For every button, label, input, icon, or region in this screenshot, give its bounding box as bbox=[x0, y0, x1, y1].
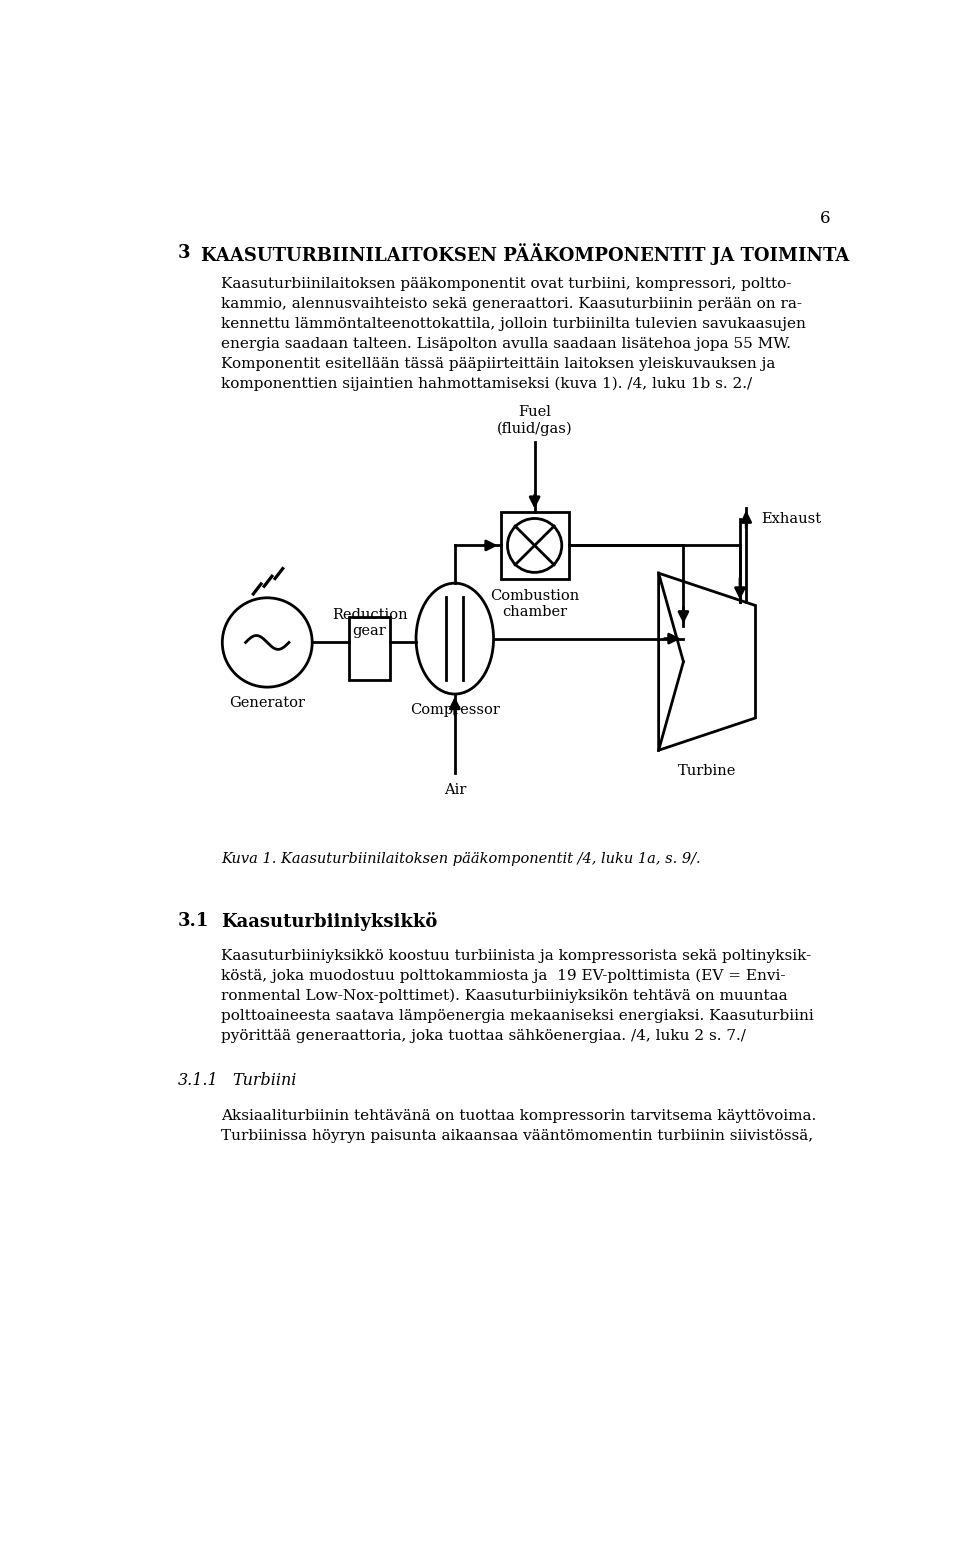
Text: Compressor: Compressor bbox=[410, 704, 500, 717]
Text: pyörittää generaattoria, joka tuottaa sähköenergiaa. /4, luku 2 s. 7./: pyörittää generaattoria, joka tuottaa sä… bbox=[221, 1029, 746, 1043]
Text: Kaasuturbiiniyksikkö koostuu turbiinista ja kompressorista sekä poltinyksik-: Kaasuturbiiniyksikkö koostuu turbiinista… bbox=[221, 949, 811, 963]
Bar bbox=[349, 618, 390, 681]
Text: polttoaineesta saatava lämpöenergia mekaaniseksi energiaksi. Kaasuturbiini: polttoaineesta saatava lämpöenergia meka… bbox=[221, 1008, 813, 1022]
Text: Air: Air bbox=[444, 782, 466, 797]
Text: 6: 6 bbox=[820, 210, 830, 227]
Text: Aksiaaliturbiinin tehtävänä on tuottaa kompressorin tarvitsema käyttövoima.: Aksiaaliturbiinin tehtävänä on tuottaa k… bbox=[221, 1109, 816, 1123]
Text: Turbine: Turbine bbox=[678, 764, 736, 778]
Text: komponenttien sijaintien hahmottamiseksi (kuva 1). /4, luku 1b s. 2./: komponenttien sijaintien hahmottamiseksi… bbox=[221, 376, 752, 390]
Bar bbox=[500, 511, 568, 579]
Text: Komponentit esitellään tässä pääpiirteittäin laitoksen yleiskuvauksen ja: Komponentit esitellään tässä pääpiirteit… bbox=[221, 358, 775, 370]
Text: 3.1.1: 3.1.1 bbox=[179, 1073, 219, 1090]
Text: energia saadaan talteen. Lisäpolton avulla saadaan lisätehoa jopa 55 MW.: energia saadaan talteen. Lisäpolton avul… bbox=[221, 337, 791, 351]
Text: Turbiini: Turbiini bbox=[232, 1073, 297, 1090]
Text: Kaasuturbiinilaitoksen pääkomponentit ovat turbiini, kompressori, poltto-: Kaasuturbiinilaitoksen pääkomponentit ov… bbox=[221, 276, 791, 290]
Text: 3.1: 3.1 bbox=[179, 913, 209, 930]
Text: Combustion
chamber: Combustion chamber bbox=[490, 588, 579, 619]
Text: 3: 3 bbox=[179, 243, 191, 262]
Text: kennettu lämmöntalteenottokattila, jolloin turbiinilta tulevien savukaasujen: kennettu lämmöntalteenottokattila, jollo… bbox=[221, 317, 805, 331]
Text: KAASUTURBIINILAITOKSEN PÄÄKOMPONENTIT JA TOIMINTA: KAASUTURBIINILAITOKSEN PÄÄKOMPONENTIT JA… bbox=[202, 243, 850, 265]
Text: Kaasuturbiiniyksikkö: Kaasuturbiiniyksikkö bbox=[221, 913, 437, 931]
Text: Kuva 1. Kaasuturbiinilaitoksen pääkomponentit /4, luku 1a, s. 9/.: Kuva 1. Kaasuturbiinilaitoksen pääkompon… bbox=[221, 851, 701, 866]
Text: Reduction
gear: Reduction gear bbox=[332, 608, 407, 638]
Text: kammio, alennusvaihteisto sekä generaattori. Kaasuturbiinin perään on ra-: kammio, alennusvaihteisto sekä generaatt… bbox=[221, 296, 802, 310]
Text: köstä, joka muodostuu polttokammiosta ja  19 EV-polttimista (EV = Envi-: köstä, joka muodostuu polttokammiosta ja… bbox=[221, 969, 785, 983]
Text: Generator: Generator bbox=[229, 696, 305, 710]
Text: Exhaust: Exhaust bbox=[761, 511, 822, 525]
Text: ronmental Low-Nox-polttimet). Kaasuturbiiniyksikön tehtävä on muuntaa: ronmental Low-Nox-polttimet). Kaasuturbi… bbox=[221, 989, 787, 1004]
Text: Fuel
(fluid/gas): Fuel (fluid/gas) bbox=[497, 406, 572, 436]
Text: Turbiinissa höyryn paisunta aikaansaa vääntömomentin turbiinin siivistössä,: Turbiinissa höyryn paisunta aikaansaa vä… bbox=[221, 1129, 813, 1143]
